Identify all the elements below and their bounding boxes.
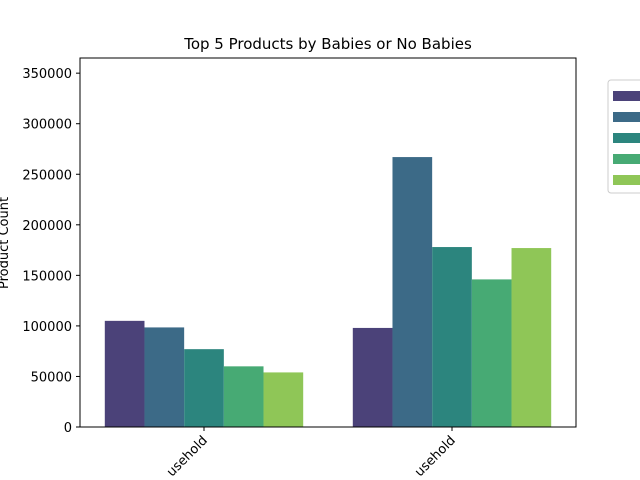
- bar: [104, 320, 145, 427]
- y-tick-label: 100000: [22, 320, 72, 335]
- chart-title: Top 5 Products by Babies or No Babies: [183, 35, 472, 53]
- legend: [607, 79, 640, 194]
- legend-swatch: [613, 175, 640, 185]
- bar: [392, 157, 433, 427]
- bar: [432, 247, 472, 427]
- legend-swatch: [613, 154, 640, 164]
- legend-swatch: [613, 91, 640, 101]
- bar: [144, 327, 185, 427]
- y-tick-label: 50000: [31, 370, 72, 385]
- x-tick-label: usehold: [164, 433, 211, 480]
- bar: [223, 366, 264, 427]
- y-tick-label: 250000: [22, 168, 72, 183]
- y-tick-label: 200000: [22, 219, 72, 234]
- bar: [263, 372, 304, 427]
- legend-swatch: [613, 112, 640, 122]
- y-tick-label: 350000: [22, 67, 72, 82]
- bar: [511, 248, 552, 427]
- y-axis-label: Product Count: [0, 197, 12, 289]
- x-tick-label: usehold: [412, 433, 459, 480]
- legend-swatch: [613, 133, 640, 143]
- y-tick-label: 300000: [22, 118, 72, 133]
- axes-frame: [79, 57, 577, 428]
- bar: [184, 349, 224, 427]
- y-tick-label: 0: [64, 421, 72, 436]
- y-tick-label: 150000: [22, 269, 72, 284]
- bar: [352, 327, 393, 427]
- bar: [471, 279, 512, 427]
- plot-area: usehold usehold 0 50000 100000 150000 200000 25…: [22, 57, 577, 480]
